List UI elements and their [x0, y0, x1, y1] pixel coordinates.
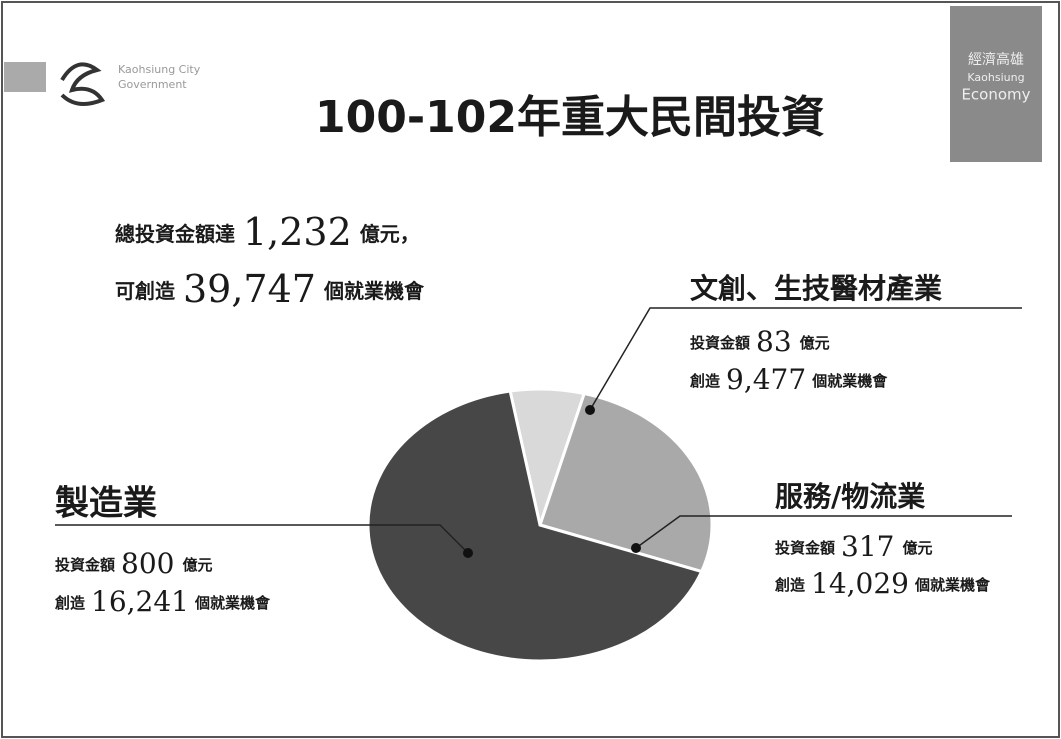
- pie: [366, 387, 714, 663]
- summary-amount: 39,747: [183, 267, 316, 311]
- investment-prefix: 投資金額: [775, 539, 835, 557]
- investment-value: 317: [841, 530, 894, 563]
- corner-text: 經濟高雄: [968, 51, 1024, 68]
- corner-text: Kaohsiung: [967, 71, 1024, 84]
- investment-value: 800: [121, 547, 174, 580]
- investment-line: 投資金額 317 億元: [775, 530, 932, 563]
- jobs-value: 16,241: [91, 585, 189, 618]
- corner-text: Economy: [961, 86, 1030, 104]
- jobs-prefix: 創造: [54, 594, 85, 612]
- segment-name: 製造業: [55, 484, 157, 524]
- leader-dot: [463, 548, 473, 558]
- investment-value: 83: [756, 325, 792, 358]
- jobs-unit: 個就業機會: [914, 576, 991, 594]
- investment-prefix: 投資金額: [690, 334, 750, 352]
- corner-image: [950, 6, 1042, 162]
- summary-text: 可創造: [115, 279, 176, 303]
- leader-line: [55, 524, 469, 554]
- summary-text: 個就業機會: [323, 279, 425, 303]
- jobs-prefix: 創造: [774, 576, 805, 594]
- jobs-line: 創造 16,241 個就業機會: [54, 585, 271, 618]
- leader-dot: [585, 405, 595, 415]
- slide-title: 100-102年重大民間投資: [315, 92, 825, 143]
- leader-line: [635, 515, 1012, 549]
- leader-dot: [631, 543, 641, 553]
- jobs-unit: 個就業機會: [194, 594, 271, 612]
- investment-unit: 億元: [182, 556, 212, 574]
- logo-text: Kaohsiung City: [118, 63, 201, 76]
- pie-slice: [366, 389, 704, 663]
- segment-name: 服務/物流業: [775, 480, 925, 513]
- logo-bar: [4, 62, 46, 92]
- jobs-value: 14,029: [811, 567, 909, 600]
- pie-slice: [538, 391, 714, 574]
- investment-unit: 億元: [800, 334, 830, 352]
- investment-prefix: 投資金額: [55, 556, 115, 574]
- jobs-line: 創造 9,477 個就業機會: [689, 363, 888, 396]
- summary-text: 億元，: [360, 222, 420, 246]
- jobs-prefix: 創造: [689, 372, 720, 390]
- summary-text: 總投資金額達: [115, 222, 235, 246]
- summary-amount: 1,232: [243, 210, 352, 254]
- logo-mark: [60, 62, 106, 106]
- investment-line: 投資金額 800 億元: [55, 547, 212, 580]
- jobs-unit: 個就業機會: [811, 372, 888, 390]
- jobs-value: 9,477: [726, 363, 806, 396]
- investment-line: 投資金額 83 億元: [690, 325, 830, 358]
- leader-line: [589, 307, 1022, 411]
- jobs-line: 創造 14,029 個就業機會: [774, 567, 991, 600]
- segment-name: 文創、生技醫材產業: [690, 272, 942, 305]
- logo-text: Government: [118, 78, 187, 91]
- summary-line: 可創造 39,747 個就業機會: [115, 267, 425, 311]
- investment-unit: 億元: [902, 539, 932, 557]
- summary-line: 總投資金額達 1,232 億元，: [115, 210, 420, 254]
